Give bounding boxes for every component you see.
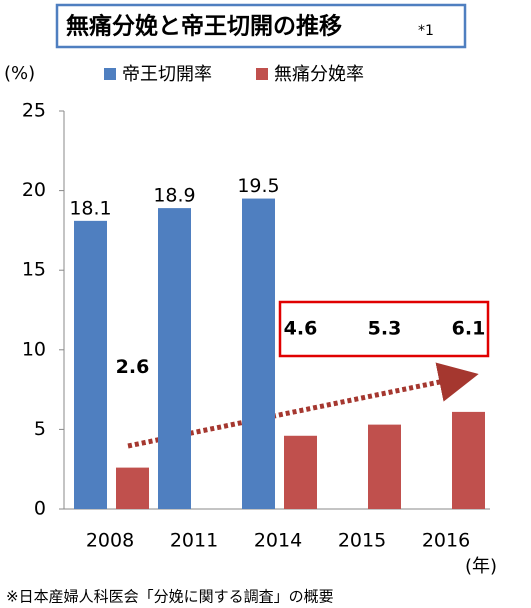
y-tick-label: 25	[22, 100, 46, 122]
title-box	[55, 3, 467, 49]
y-tick-label: 15	[22, 259, 46, 281]
data-label: 18.1	[69, 197, 111, 219]
bar	[368, 424, 401, 509]
bar	[284, 435, 317, 509]
highlight-box	[278, 300, 490, 358]
legend-swatch	[104, 68, 116, 80]
y-tick-label: 5	[34, 418, 46, 440]
y-axis-label: (%)	[4, 63, 35, 84]
legend-label: 帝王切開率	[122, 64, 212, 85]
y-tick-label: 0	[34, 498, 46, 520]
source-note: ※日本産婦人科医会「分娩に関する調査」の概要	[6, 588, 334, 606]
data-label: 4.6	[284, 318, 318, 340]
y-tick-label: 20	[22, 179, 46, 201]
bar	[452, 411, 485, 509]
legend-swatch	[256, 68, 268, 80]
x-tick-label: 2016	[422, 530, 470, 552]
x-tick-label: 2014	[254, 530, 302, 552]
bar	[242, 198, 275, 509]
legend-label: 無痛分娩率	[274, 64, 364, 85]
y-tick-label: 10	[22, 338, 46, 360]
x-tick-label: 2011	[170, 530, 218, 552]
x-tick-label: 2015	[338, 530, 386, 552]
chart-title: 無痛分娩と帝王切開の推移	[66, 13, 342, 40]
data-label: 18.9	[153, 185, 195, 207]
data-label: 2.6	[116, 356, 150, 378]
title-note: *1	[418, 23, 434, 39]
data-label: 19.5	[237, 175, 279, 197]
bar	[158, 208, 191, 509]
x-tick-label: 2008	[86, 530, 134, 552]
data-label: 5.3	[368, 318, 402, 340]
bar	[74, 220, 107, 509]
data-label: 6.1	[452, 318, 486, 340]
x-axis-label: (年)	[465, 556, 497, 577]
bar	[116, 467, 149, 509]
